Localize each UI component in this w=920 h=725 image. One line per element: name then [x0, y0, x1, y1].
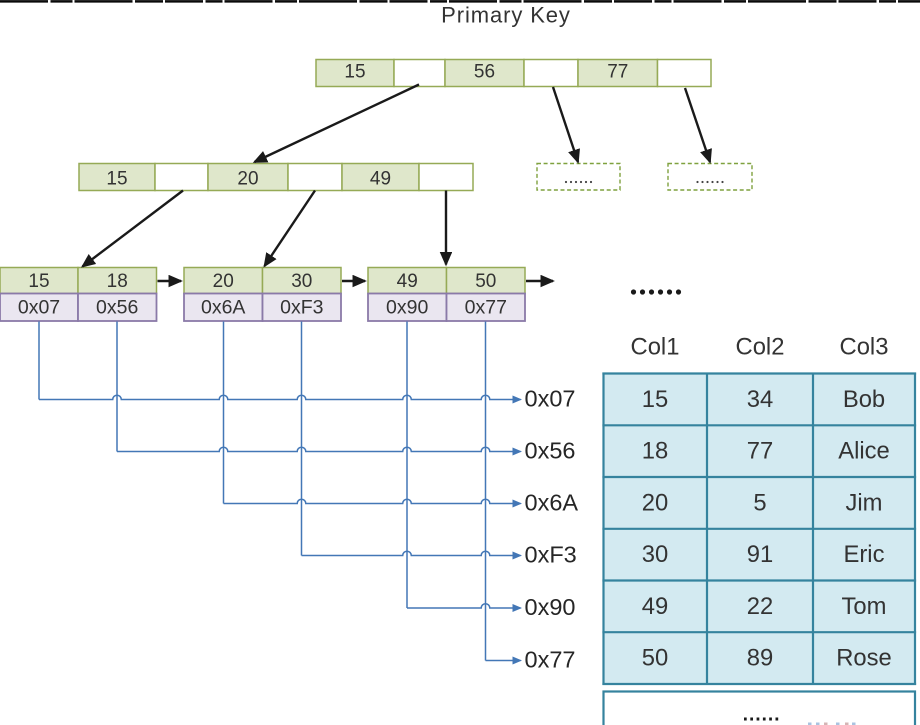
svg-text:77: 77: [607, 61, 628, 82]
svg-text:15: 15: [642, 386, 668, 413]
svg-text:49: 49: [370, 168, 391, 189]
svg-text:0x07: 0x07: [525, 385, 576, 411]
svg-text:30: 30: [291, 271, 312, 292]
svg-text:0x56: 0x56: [525, 437, 576, 463]
svg-text:Col2: Col2: [736, 334, 785, 361]
svg-text:Col3: Col3: [840, 334, 889, 361]
svg-text:91: 91: [747, 541, 773, 568]
svg-text:15: 15: [344, 61, 365, 82]
svg-text:30: 30: [642, 541, 668, 568]
svg-text:18: 18: [642, 438, 668, 465]
svg-text:15: 15: [106, 168, 127, 189]
svg-text:0xF3: 0xF3: [525, 541, 577, 567]
svg-text:Eric: Eric: [844, 541, 885, 568]
svg-text:49: 49: [397, 271, 418, 292]
svg-text:18: 18: [107, 271, 128, 292]
svg-text:Alice: Alice: [838, 438, 890, 465]
svg-text:5: 5: [753, 489, 766, 516]
svg-text:0x6A: 0x6A: [201, 296, 245, 318]
svg-text:0x07: 0x07: [18, 296, 60, 318]
svg-text:22: 22: [747, 593, 773, 620]
svg-text:Col1: Col1: [631, 334, 680, 361]
svg-text:Rose: Rose: [836, 645, 892, 672]
svg-text:20: 20: [237, 168, 258, 189]
svg-text:49: 49: [642, 593, 668, 620]
svg-text:0xF3: 0xF3: [280, 296, 323, 318]
svg-text:Primary Key: Primary Key: [441, 3, 571, 28]
svg-text:20: 20: [642, 489, 668, 516]
svg-text:15: 15: [28, 271, 49, 292]
svg-text:50: 50: [475, 271, 496, 292]
svg-text:0x90: 0x90: [525, 594, 576, 620]
svg-text:0x56: 0x56: [96, 296, 138, 318]
svg-text:Jim: Jim: [845, 489, 882, 516]
svg-text:0x6A: 0x6A: [525, 489, 579, 515]
svg-text:Bob: Bob: [843, 386, 885, 413]
svg-text:34: 34: [747, 386, 773, 413]
svg-text:0x77: 0x77: [465, 296, 507, 318]
svg-text:20: 20: [213, 271, 234, 292]
svg-text:77: 77: [747, 438, 773, 465]
svg-text:0x90: 0x90: [386, 296, 428, 318]
svg-text:0x77: 0x77: [525, 646, 576, 672]
svg-text:50: 50: [642, 645, 668, 672]
svg-text:89: 89: [747, 645, 773, 672]
svg-text:Tom: Tom: [842, 593, 887, 620]
svg-text:56: 56: [474, 61, 495, 82]
